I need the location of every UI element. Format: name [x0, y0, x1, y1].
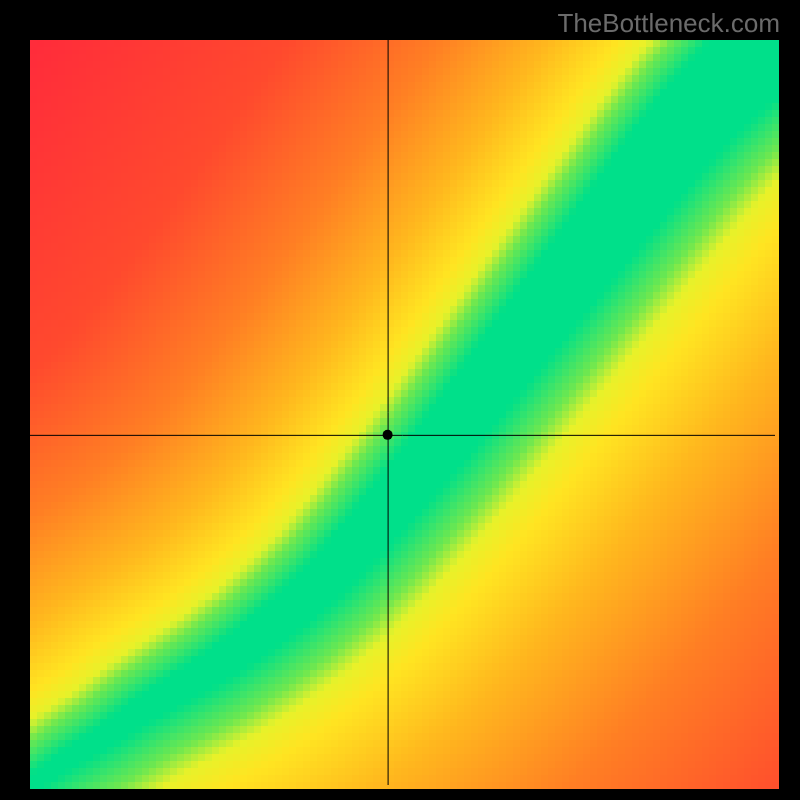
chart-container: TheBottleneck.com [0, 0, 800, 800]
watermark: TheBottleneck.com [557, 8, 780, 39]
heatmap-canvas [0, 0, 800, 800]
